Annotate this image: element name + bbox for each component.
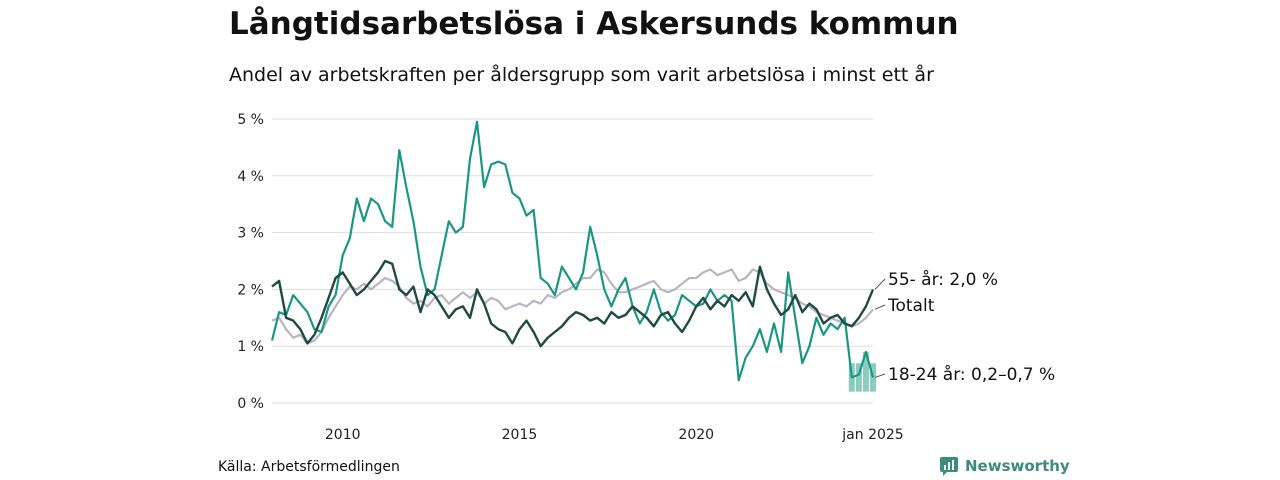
series-lines — [270, 120, 875, 382]
series-line-total — [271, 268, 874, 345]
y-tick-label: 2 % — [237, 282, 264, 298]
x-axis-ticks: 2010 2015 2020 jan 2025 — [325, 427, 904, 443]
y-tick-label: 1 % — [237, 339, 264, 355]
youth-range-bar — [862, 351, 869, 392]
y-tick-label: 4 % — [237, 169, 264, 185]
end-label-total: Totalt — [887, 296, 935, 316]
newsworthy-logo-icon — [940, 457, 958, 476]
grid-lines — [272, 118, 873, 404]
x-tick-label: jan 2025 — [841, 427, 903, 443]
x-tick-label: 2015 — [502, 427, 538, 443]
y-tick-label: 5 % — [237, 112, 264, 128]
y-tick-label: 3 % — [237, 226, 264, 242]
source-note: Källa: Arbetsförmedlingen — [218, 459, 400, 475]
chart-title: Långtidsarbetslösa i Askersunds kommun — [229, 6, 959, 42]
series-line-youth — [270, 120, 875, 382]
end-label-youth: 18-24 år: 0,2–0,7 % — [888, 364, 1055, 385]
brand-logo[interactable]: Newsworthy — [939, 456, 1070, 476]
end-label-senior: 55- år: 2,0 % — [888, 269, 998, 290]
series-line-senior — [271, 259, 875, 348]
label-connector — [874, 304, 886, 310]
y-tick-label: 0 % — [237, 396, 264, 412]
youth-range-bar — [870, 363, 876, 392]
y-axis-ticks: 0 % 1 % 2 % 3 % 4 % 5 % — [237, 112, 264, 412]
x-tick-label: 2010 — [325, 427, 361, 443]
chart-subtitle: Andel av arbetskraften per åldersgrupp s… — [229, 64, 934, 86]
label-connector — [874, 373, 886, 378]
youth-range-bar — [855, 363, 862, 392]
brand-name: Newsworthy — [965, 457, 1070, 475]
label-connector — [874, 278, 886, 290]
end-labels: Totalt 18-24 år: 0,2–0,7 % 55- år: 2,0 % — [874, 269, 1055, 385]
x-tick-label: 2020 — [678, 427, 714, 443]
